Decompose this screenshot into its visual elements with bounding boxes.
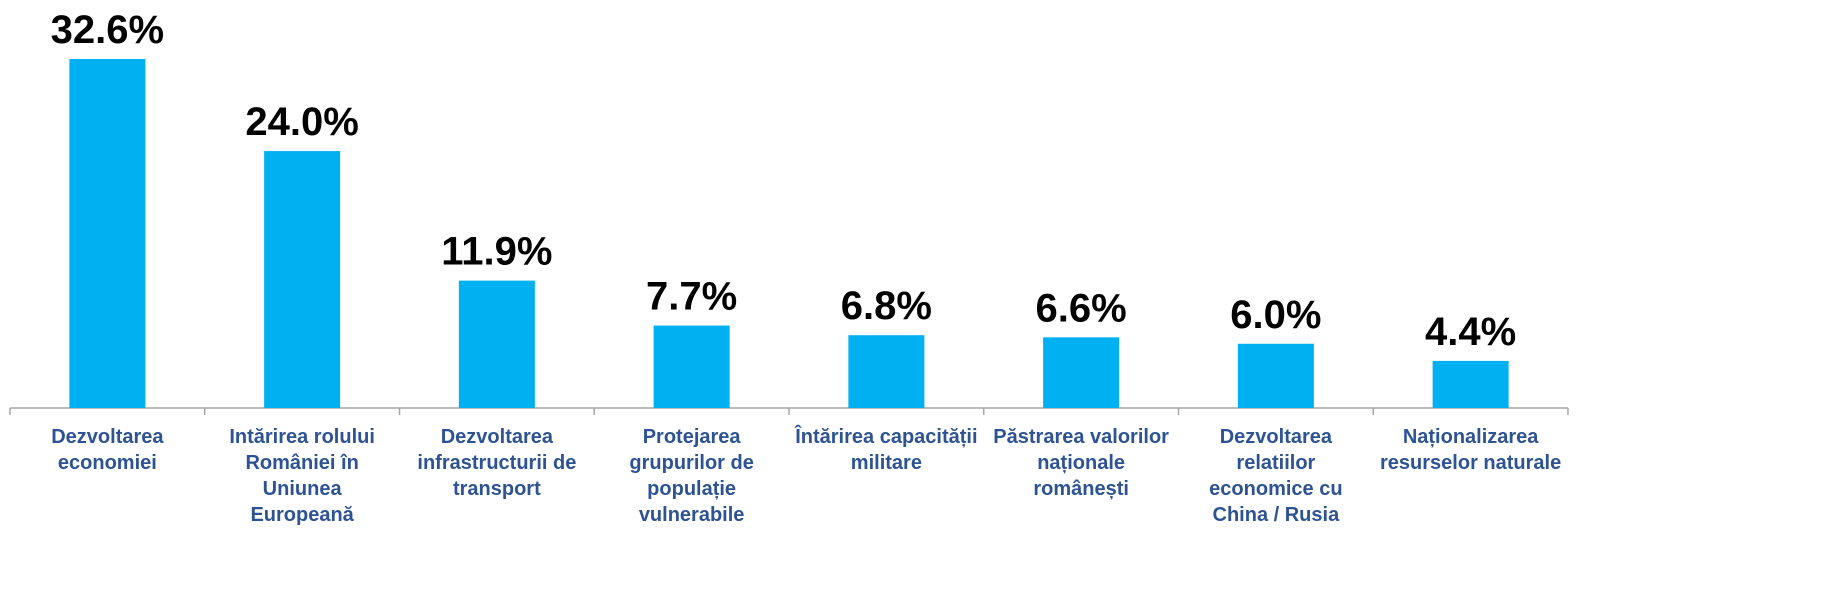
x-tick-label: Dezvoltarea relatiilor economice cu Chin… [1209,426,1343,526]
bar [848,335,925,408]
value-label: 6.8% [841,284,932,328]
x-tick-label: Naționalizarea resurselor naturale [1380,426,1562,474]
x-tick-label: Întărirea capacității militare [795,426,978,474]
x-tick-label: Păstrarea valorilor naționale românești [993,426,1169,500]
bar [264,151,341,408]
value-label: 4.4% [1425,310,1516,354]
bar [1237,343,1314,408]
x-tick-label: Dezvoltarea infrastructurii de transport [417,426,577,500]
value-label: 24.0% [245,100,358,144]
value-label: 11.9% [441,230,552,274]
bar [653,325,730,408]
bar [69,59,146,408]
value-label: 32.6% [51,8,164,52]
x-tick-label: Intărirea rolului României în Uniunea Eu… [229,426,375,526]
bar [1043,337,1120,408]
x-tick-label: Protejarea grupurilor de populație vulne… [629,426,754,526]
value-label: 6.6% [1036,286,1127,330]
value-label: 7.7% [646,275,737,319]
x-tick-label: Dezvoltarea economiei [51,426,164,474]
bar [458,280,535,408]
value-label: 6.0% [1230,293,1321,337]
bar [1432,360,1509,408]
